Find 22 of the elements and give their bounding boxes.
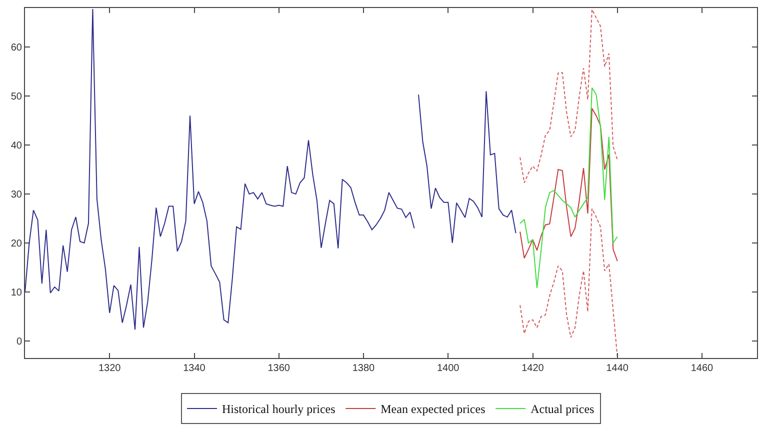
x-tick-label: 1440: [606, 363, 629, 374]
legend-label: Historical hourly prices: [222, 402, 336, 416]
x-tick-label: 1340: [183, 363, 206, 374]
y-tick-label: 10: [10, 287, 22, 298]
line-series: [520, 87, 618, 288]
y-tick-label: 20: [10, 238, 22, 250]
x-tick-label: 1460: [690, 363, 714, 374]
y-tick-label: 40: [10, 140, 22, 152]
line-series: [520, 108, 618, 262]
y-tick-label: 60: [10, 42, 22, 54]
line-series: [520, 8, 618, 184]
x-tick-label: 1360: [268, 363, 290, 374]
legend-label: Mean expected prices: [380, 402, 486, 416]
x-tick-label: 1420: [522, 363, 544, 374]
x-tick-label: 1380: [352, 363, 376, 374]
y-tick-label: 50: [10, 92, 22, 103]
x-tick-label: 1320: [98, 363, 122, 374]
y-tick-label: 30: [10, 190, 22, 201]
legend-label: Actual prices: [530, 402, 595, 416]
line-series: [520, 208, 618, 358]
x-tick-label: 1400: [436, 363, 460, 374]
y-tick-label: 0: [16, 336, 22, 348]
